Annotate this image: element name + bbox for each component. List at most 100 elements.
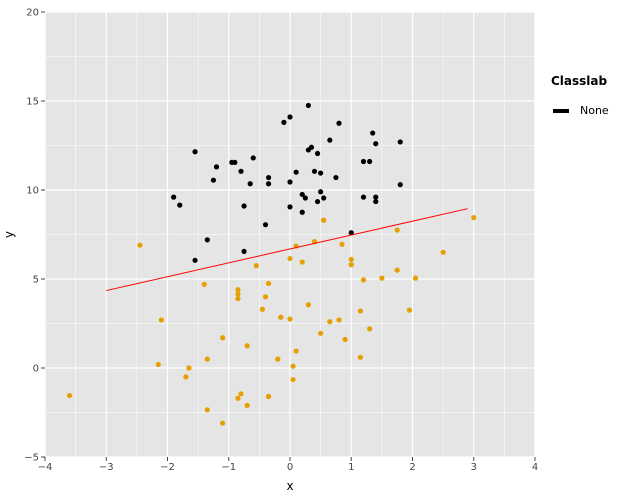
data-point-class-b (262, 294, 269, 300)
data-point-class-a (287, 204, 293, 210)
data-point-class-b (471, 214, 477, 221)
data-point-class-a (287, 179, 293, 185)
data-point-class-b (244, 402, 250, 408)
x-axis-title: x (286, 479, 293, 493)
data-point-class-b (220, 335, 226, 341)
data-point-class-b (367, 326, 373, 332)
data-point-class-b (155, 361, 161, 368)
y-axis-ticks: −5 0 5 10 15 20 (24, 8, 45, 464)
data-point-class-b (290, 363, 296, 369)
data-point-class-a (373, 198, 379, 205)
data-point-class-a (293, 169, 299, 175)
x-axis-ticks: −4 −3 −2 −1 0 1 2 3 4 (38, 457, 538, 473)
data-point-class-a (327, 137, 333, 143)
y-axis-title: y (2, 231, 16, 238)
data-point-class-a (287, 114, 293, 120)
y-tick-label: 10 (26, 186, 39, 197)
data-point-class-b (235, 287, 241, 293)
data-point-class-b (318, 330, 324, 336)
y-tick-label: 0 (33, 364, 39, 375)
data-point-class-a (247, 181, 253, 187)
data-point-class-b (238, 391, 244, 397)
data-point-class-a (192, 257, 198, 263)
legend-key-swatch (553, 109, 569, 113)
data-point-class-b (412, 275, 419, 281)
data-point-class-b (204, 356, 210, 362)
data-point-class-b (235, 395, 241, 401)
data-point-class-a (314, 150, 321, 157)
data-point-class-a (265, 181, 272, 187)
data-point-class-a (373, 141, 379, 147)
y-tick-label: 15 (26, 97, 39, 108)
data-point-class-a (305, 102, 311, 109)
data-point-class-b (204, 407, 210, 413)
data-point-class-a (262, 222, 269, 228)
data-point-class-a (367, 158, 373, 165)
data-point-class-b (299, 259, 305, 265)
data-point-class-a (238, 168, 244, 174)
data-point-class-b (137, 242, 143, 248)
data-point-class-a (348, 230, 354, 236)
data-point-class-a (318, 170, 324, 176)
data-point-class-a (171, 194, 177, 200)
x-tick-label: 4 (532, 462, 538, 473)
data-point-class-b (265, 280, 272, 287)
data-point-class-a (299, 209, 305, 215)
data-point-class-a (333, 174, 339, 181)
data-point-class-b (235, 291, 241, 297)
legend: Classlab None (551, 74, 609, 117)
regression-line (106, 208, 468, 292)
data-point-class-a (305, 147, 311, 153)
x-tick-label: 2 (409, 462, 415, 473)
data-point-class-a (370, 130, 376, 136)
x-tick-label: −3 (99, 462, 114, 473)
data-point-class-a (321, 195, 327, 201)
data-point-class-b (287, 316, 293, 322)
data-point-class-a (373, 194, 379, 200)
data-point-class-b (394, 267, 400, 273)
data-point-class-a (336, 120, 342, 126)
grid-lines (44, 11, 536, 458)
data-point-class-b (440, 249, 446, 255)
data-point-class-b (265, 393, 272, 400)
data-point-class-b (342, 336, 348, 343)
data-point-class-a (397, 182, 403, 188)
data-point-class-b (379, 275, 385, 281)
data-point-class-a (299, 191, 305, 198)
data-point-class-a (302, 195, 308, 201)
data-point-class-b (293, 348, 299, 354)
data-point-class-a (281, 119, 287, 125)
data-point-class-b (235, 295, 241, 302)
data-point-class-b (394, 227, 400, 233)
data-point-class-b (406, 307, 413, 313)
y-tick-label: 5 (33, 275, 39, 286)
y-tick-label: 20 (26, 8, 39, 19)
data-point-class-b (259, 306, 266, 312)
data-point-class-a (192, 149, 198, 155)
data-point-class-b (287, 255, 293, 262)
data-point-class-b (348, 262, 354, 268)
legend-title: Classlab (551, 74, 608, 88)
data-point-class-b (339, 241, 345, 247)
data-point-class-b (357, 308, 364, 314)
x-tick-label: 3 (471, 462, 477, 473)
data-point-class-b (321, 217, 327, 223)
data-point-class-b (357, 354, 364, 360)
x-tick-label: −2 (160, 462, 175, 473)
data-point-class-a (318, 189, 324, 195)
data-point-class-b (201, 281, 207, 287)
data-point-class-b (305, 302, 311, 308)
data-point-class-a (311, 168, 318, 174)
data-point-class-a (250, 155, 256, 161)
legend-entry-label: None (580, 104, 609, 117)
data-point-class-b (327, 319, 333, 325)
data-points (66, 102, 477, 426)
data-point-class-b (244, 343, 250, 349)
data-point-class-b (253, 263, 259, 269)
data-point-class-a (213, 164, 220, 170)
data-point-class-b (360, 277, 367, 283)
data-point-class-b (220, 420, 226, 426)
data-point-class-b (348, 256, 354, 263)
data-point-class-a (241, 248, 247, 255)
data-point-class-a (397, 139, 403, 145)
